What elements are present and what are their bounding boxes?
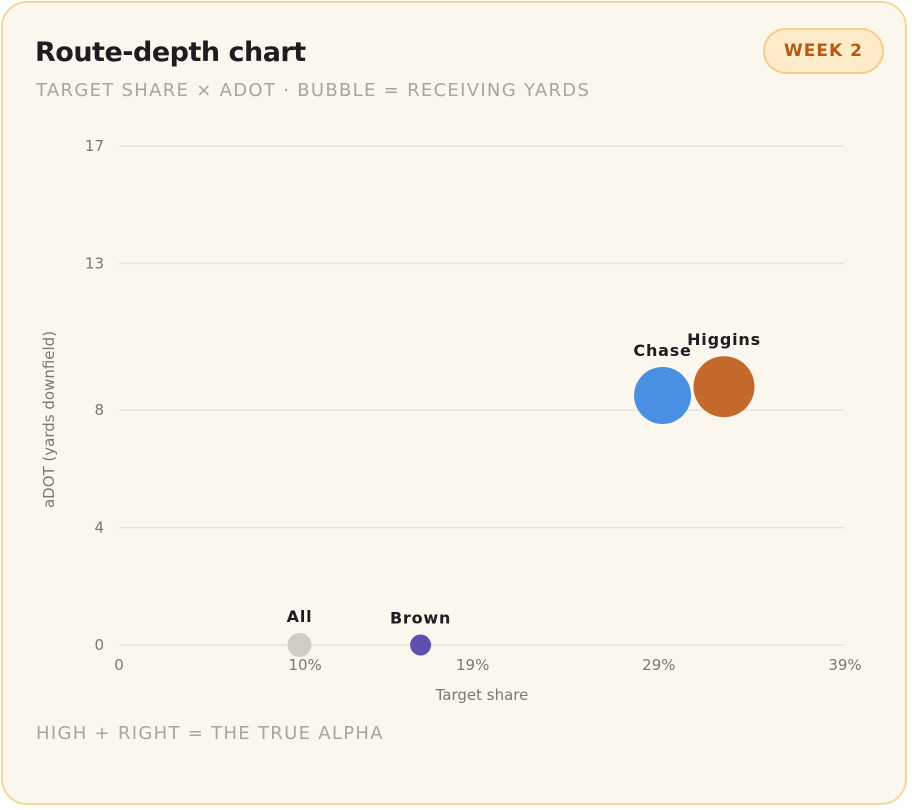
point-label-all: All — [287, 607, 313, 626]
point-higgins[interactable] — [693, 356, 755, 418]
point-chase[interactable] — [634, 367, 692, 424]
x-tick-labels: 0 10% 19% 29% 39% — [114, 656, 861, 674]
x-tick-label: 10% — [288, 656, 321, 674]
x-axis-title: Target share — [435, 686, 529, 704]
page-title: Route-depth chart — [35, 37, 306, 68]
y-tick-label: 8 — [94, 401, 104, 419]
week-badge[interactable]: WEEK 2 — [763, 28, 884, 74]
y-tick-labels: 0 4 8 13 17 — [85, 137, 104, 654]
y-axis-title: aDOT (yards downfield) — [40, 331, 58, 508]
point-all[interactable] — [287, 633, 312, 657]
point-brown[interactable] — [410, 634, 432, 656]
x-tick-label: 0 — [114, 656, 124, 674]
x-tick-label: 39% — [828, 656, 861, 674]
x-tick-label: 19% — [456, 656, 489, 674]
y-tick-label: 17 — [85, 137, 104, 155]
point-label-higgins: Higgins — [687, 330, 761, 349]
x-tick-label: 29% — [642, 656, 675, 674]
data-points — [287, 356, 755, 657]
point-label-brown: Brown — [390, 609, 451, 628]
chart-subtitle: TARGET SHARE × ADOT · BUBBLE = RECEIVING… — [36, 80, 591, 101]
y-tick-label: 13 — [85, 254, 104, 272]
y-tick-label: 4 — [94, 519, 104, 537]
footer-note: HIGH + RIGHT = THE TRUE ALPHA — [36, 723, 384, 744]
point-label-chase: Chase — [633, 341, 691, 360]
y-tick-label: 0 — [94, 636, 104, 654]
